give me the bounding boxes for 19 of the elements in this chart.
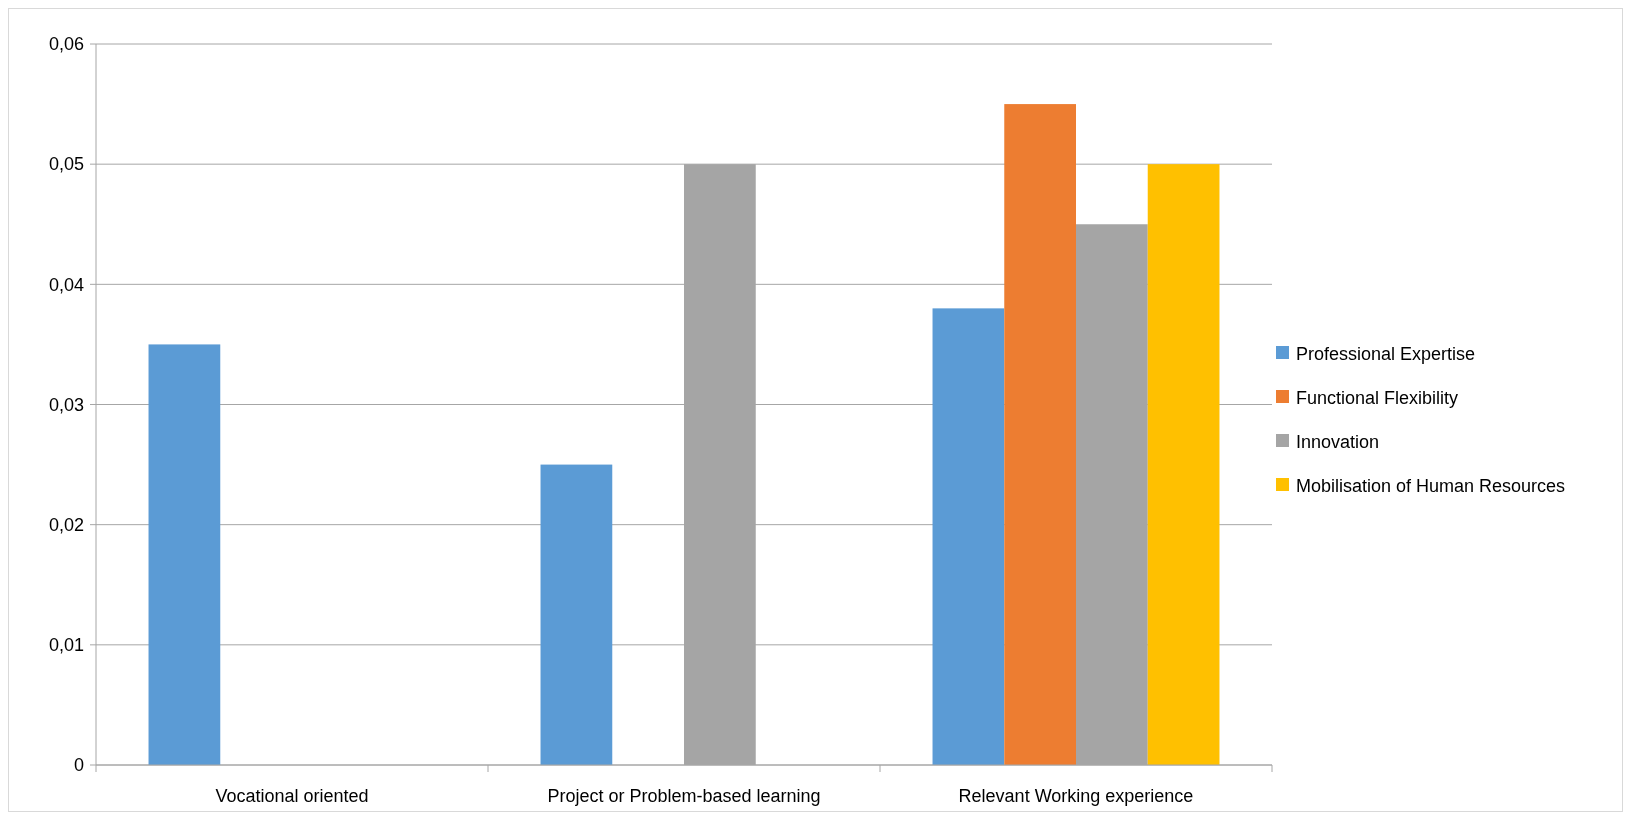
bar: [148, 344, 221, 765]
legend-label: Innovation: [1296, 432, 1380, 453]
y-tick-label: 0,04: [48, 274, 84, 295]
bar: [1147, 164, 1220, 765]
bar: [1004, 104, 1076, 765]
x-tick-label: Project or Problem-based learning: [547, 786, 821, 806]
y-tick-label: 0,02: [48, 514, 84, 535]
y-tick-label: 0: [73, 755, 84, 776]
x-tick-label: Relevant Working experience: [958, 786, 1194, 806]
legend-label: Mobilisation of Human Resources: [1296, 476, 1566, 497]
legend-label: Functional Flexibility: [1296, 388, 1459, 409]
x-tick-label: Vocational oriented: [215, 786, 369, 806]
y-tick-label: 0,06: [48, 34, 84, 55]
y-tick-label: 0,01: [48, 635, 84, 656]
bar: [932, 308, 1005, 765]
y-tick-label: 0,03: [48, 394, 84, 415]
bar: [540, 464, 613, 765]
y-tick-label: 0,05: [48, 154, 84, 175]
legend-label: Professional Expertise: [1296, 344, 1476, 365]
